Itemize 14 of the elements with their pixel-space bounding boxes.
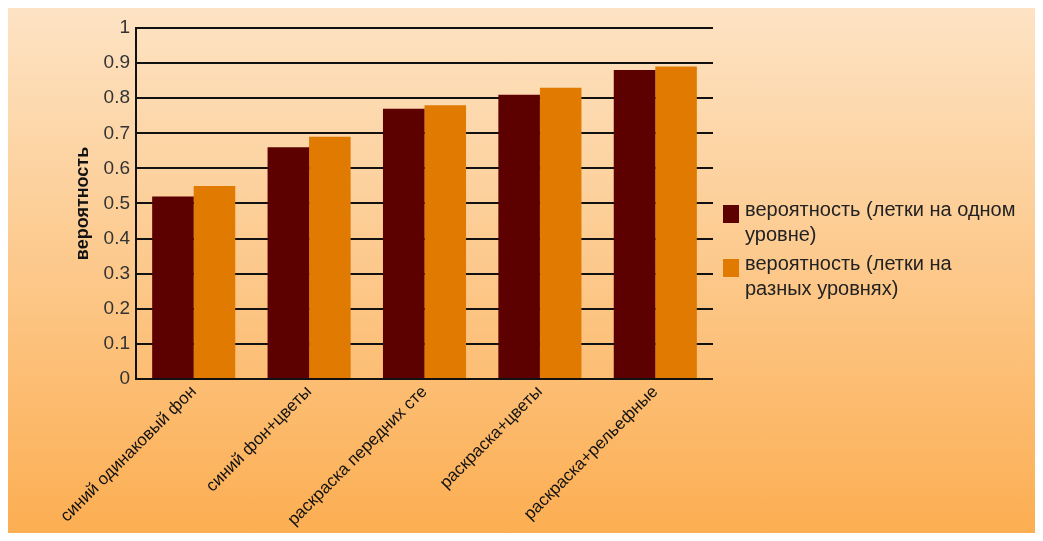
y-tick-label: 0.1 (103, 332, 131, 354)
y-tick-label: 0.7 (103, 121, 131, 143)
y-tick-label: 0.6 (103, 156, 131, 178)
y-tick-label: 0.4 (103, 226, 131, 248)
y-tick-label: 0 (119, 367, 131, 389)
legend-label: вероятность (летки на разных уровнях) (745, 250, 953, 301)
legend-label: вероятность (летки на одном уровне) (745, 196, 1017, 247)
y-tick-label: 0.9 (103, 51, 131, 73)
y-tick-label: 0.2 (103, 296, 131, 318)
y-axis-title: вероятность (71, 146, 92, 261)
y-tick-label: 0.8 (103, 86, 131, 108)
y-tick-label: 0.3 (103, 261, 131, 283)
y-tick-label: 1 (119, 16, 131, 38)
y-tick-label: 0.5 (103, 191, 131, 213)
